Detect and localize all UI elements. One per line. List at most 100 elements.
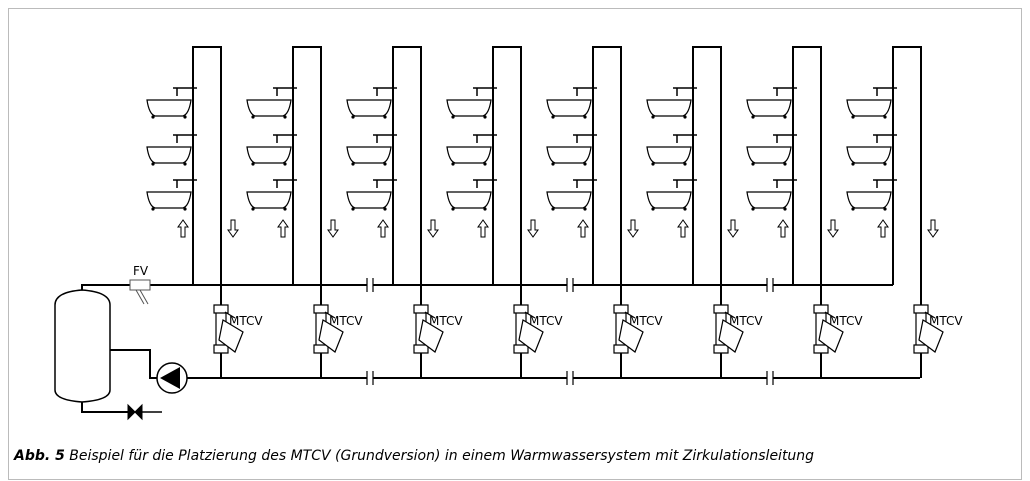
faucet (373, 87, 397, 96)
faucet (373, 134, 397, 143)
arrow-up (177, 219, 189, 238)
tub-foot (751, 207, 755, 211)
faucet (573, 134, 597, 143)
valve-label: MTCV (429, 314, 463, 328)
bathtub (146, 99, 192, 117)
break-gap (767, 282, 773, 288)
valve-head (618, 311, 644, 353)
tub-foot (883, 115, 887, 119)
arrow-down (827, 219, 839, 238)
drain-valve (127, 403, 143, 421)
riser (692, 46, 722, 378)
tub-foot (151, 207, 155, 211)
valve-head (918, 311, 944, 353)
valve-head (718, 311, 744, 353)
faucet (573, 179, 597, 188)
valve-label: MTCV (329, 314, 363, 328)
tub-foot (583, 207, 587, 211)
pump-line (110, 349, 157, 379)
arrow-up (777, 219, 789, 238)
valve-label: MTCV (629, 314, 663, 328)
riser (592, 46, 622, 378)
tub-foot (651, 162, 655, 166)
valve-head (818, 311, 844, 353)
pump-arrow (160, 367, 180, 389)
bathtub (846, 146, 892, 164)
tub-foot (551, 162, 555, 166)
bathtub (246, 99, 292, 117)
riser (792, 46, 822, 378)
faucet (573, 87, 597, 96)
arrow-up (377, 219, 389, 238)
tub-foot (251, 162, 255, 166)
riser (492, 46, 522, 378)
valve-label: MTCV (529, 314, 563, 328)
tub-foot (283, 115, 287, 119)
bathtub (746, 99, 792, 117)
bathtub (446, 191, 492, 209)
tub-foot (651, 115, 655, 119)
bathtub (646, 191, 692, 209)
faucet (873, 87, 897, 96)
faucet (173, 87, 197, 96)
riser (392, 46, 422, 378)
arrow-down (527, 219, 539, 238)
tub-foot (783, 162, 787, 166)
tub-foot (783, 115, 787, 119)
frame (8, 8, 1022, 480)
valve-label: MTCV (229, 314, 263, 328)
bathtub (546, 191, 592, 209)
bathtub (746, 191, 792, 209)
faucet (473, 87, 497, 96)
bathtub (646, 99, 692, 117)
arrow-up (577, 219, 589, 238)
break-gap (567, 282, 573, 288)
riser (892, 46, 922, 378)
tub-foot (651, 207, 655, 211)
break (566, 371, 574, 385)
bathtub (246, 191, 292, 209)
arrow-down (727, 219, 739, 238)
tub-foot (251, 115, 255, 119)
valve-label: MTCV (729, 314, 763, 328)
arrow-up (677, 219, 689, 238)
arrow-up (277, 219, 289, 238)
faucet (673, 179, 697, 188)
tub-foot (451, 115, 455, 119)
tub-foot (751, 162, 755, 166)
fv-strainer (129, 279, 151, 305)
faucet (773, 134, 797, 143)
tub-foot (751, 115, 755, 119)
bathtub (146, 146, 192, 164)
tub-foot (183, 207, 187, 211)
bathtub (846, 191, 892, 209)
faucet (273, 179, 297, 188)
break (766, 371, 774, 385)
tub-foot (583, 162, 587, 166)
tub-foot (683, 115, 687, 119)
caption: Abb. 5 Beispiel für die Platzierung des … (13, 448, 814, 464)
arrow-down (927, 219, 939, 238)
faucet (773, 179, 797, 188)
bathtub (346, 146, 392, 164)
tub-foot (851, 115, 855, 119)
arrow-down (627, 219, 639, 238)
tub-foot (851, 162, 855, 166)
valve-head (318, 311, 344, 353)
tub-foot (451, 207, 455, 211)
break (366, 278, 374, 292)
tub-foot (351, 115, 355, 119)
pipes (81, 284, 920, 413)
faucet (173, 179, 197, 188)
tub-foot (483, 162, 487, 166)
valve-head (518, 311, 544, 353)
valve-head (418, 311, 444, 353)
faucet (873, 179, 897, 188)
caption-text: Beispiel für die Platzierung des MTCV (G… (69, 448, 814, 464)
break-gap (767, 375, 773, 381)
break (766, 278, 774, 292)
arrow-up (477, 219, 489, 238)
break-gap (567, 375, 573, 381)
faucet (673, 87, 697, 96)
faucet (473, 134, 497, 143)
